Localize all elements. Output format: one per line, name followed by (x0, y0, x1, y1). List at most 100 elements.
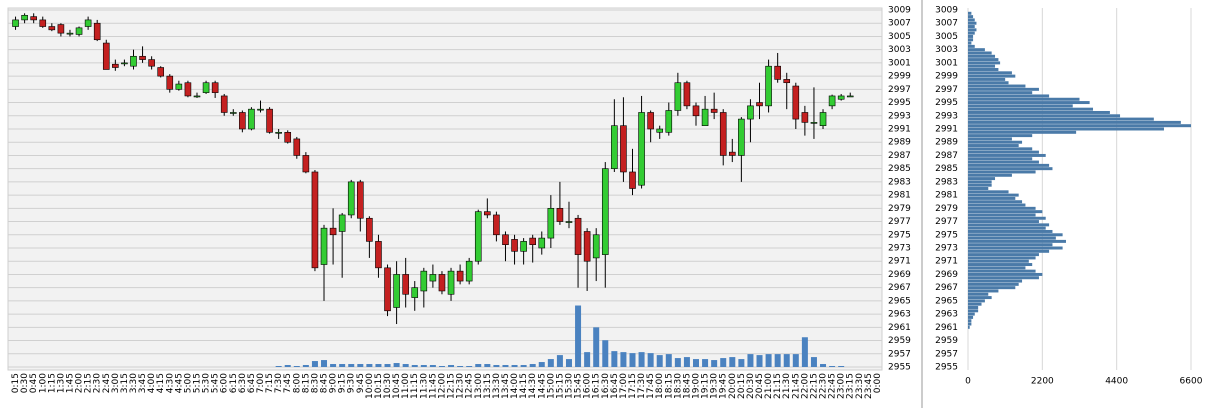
x-tick-label: 4:15 (156, 373, 166, 393)
x-tick-label: 3:00 (111, 373, 121, 393)
profile-bar (968, 91, 1033, 95)
profile-bar (968, 173, 1012, 177)
volume-bar (747, 354, 754, 367)
x-tick-label: 2:15 (84, 373, 94, 393)
volume-bar (774, 354, 781, 367)
candle-body (157, 67, 165, 77)
y-tick-label: 2957 (888, 349, 911, 359)
x-tick-label: 10:30 (383, 373, 393, 399)
x-tick-label: 20:15 (737, 373, 747, 399)
x-tick-label: 10:45 (392, 373, 402, 399)
candle-body (738, 118, 745, 156)
x-tick-label: 11:30 (419, 373, 429, 399)
profile-bar (968, 319, 972, 323)
profile-bar (968, 279, 1023, 283)
candle-body (719, 112, 727, 156)
candle-body (12, 19, 19, 27)
candle-body (239, 112, 246, 130)
x-tick-label: 20:45 (755, 373, 765, 399)
profile-bar (968, 183, 992, 187)
candle-body (329, 227, 337, 236)
candle-body (601, 168, 609, 255)
candle-body (148, 59, 155, 67)
x-tick-label: 23:00 (837, 373, 847, 399)
y-tick-label: 2979 (935, 204, 958, 214)
x-tick-label: 5:45 (211, 373, 221, 393)
candle-body (293, 138, 301, 156)
profile-bar (968, 15, 974, 19)
profile-bar (968, 18, 975, 22)
y-tick-label: 2991 (888, 125, 911, 135)
volume-bar (693, 359, 700, 367)
candle-body (701, 108, 709, 126)
x-tick-label: 4400 (1105, 377, 1128, 387)
profile-bar (968, 259, 1029, 263)
candle-body (420, 270, 428, 292)
y-tick-label: 2977 (888, 217, 911, 227)
profile-bar (968, 276, 1039, 280)
volume-bar (620, 352, 627, 367)
x-tick-label: 18:30 (673, 373, 683, 399)
x-tick-label: 19:15 (701, 373, 711, 399)
profile-bar (968, 41, 972, 45)
profile-bar (968, 213, 1036, 217)
volume-bar (565, 359, 572, 367)
y-tick-label: 3001 (888, 58, 911, 68)
y-tick-label: 2971 (935, 257, 958, 267)
candle-body (647, 112, 654, 130)
volume-bar (683, 357, 690, 367)
profile-bar (968, 68, 999, 71)
profile-bar (968, 38, 974, 42)
profile-bar (968, 193, 1019, 197)
y-tick-label: 2995 (935, 98, 958, 108)
x-tick-label: 22:30 (819, 373, 829, 399)
volume-bar (556, 355, 563, 367)
x-tick-label: 6600 (1180, 377, 1203, 387)
profile-bar (968, 74, 1016, 78)
y-tick-label: 2979 (888, 204, 911, 214)
candle-body (665, 110, 673, 133)
volume-bar (711, 360, 718, 367)
x-tick-label: 16:45 (610, 373, 620, 399)
candle-body (375, 241, 382, 269)
candle-body (357, 181, 364, 219)
profile-bar (968, 114, 1121, 118)
y-tick-label: 2987 (888, 151, 911, 161)
profile-bar (968, 312, 975, 316)
x-tick-label: 1:30 (56, 373, 66, 393)
y-tick-label: 3005 (935, 32, 958, 42)
candle-body (629, 171, 636, 189)
profile-bar (968, 210, 1043, 214)
volume-bar (829, 366, 836, 367)
candle-body (193, 95, 201, 98)
candle-body (620, 125, 627, 173)
x-tick-label: 10:00 (365, 373, 375, 399)
volume-bar (665, 354, 672, 367)
profile-bar (968, 58, 999, 62)
x-tick-label: 13:30 (492, 373, 502, 399)
volume-bar (384, 364, 391, 367)
volume-bar (493, 365, 500, 367)
candle-body (402, 274, 409, 295)
y-tick-label: 2997 (888, 85, 911, 95)
volume-bar (411, 365, 418, 367)
candle-body (211, 82, 219, 93)
x-tick-label: 6:00 (220, 373, 230, 393)
profile-bar (968, 220, 1039, 224)
x-tick-label: 23:30 (855, 373, 865, 399)
profile-bar (968, 124, 1191, 128)
candle-body (84, 19, 92, 27)
candle-body (692, 105, 700, 117)
profile-bar (968, 282, 1019, 286)
profile-bar (968, 233, 1063, 237)
y-tick-label: 2987 (935, 151, 958, 161)
candle-body (756, 102, 763, 107)
y-tick-label: 2983 (935, 177, 958, 187)
volume-bar (366, 364, 373, 367)
volume-bar (302, 365, 309, 367)
y-tick-label: 2961 (888, 323, 911, 333)
x-tick-label: 13:15 (483, 373, 493, 399)
x-tick-label: 8:30 (310, 373, 320, 393)
x-tick-label: 17:30 (637, 373, 647, 399)
candle-body (429, 274, 437, 282)
